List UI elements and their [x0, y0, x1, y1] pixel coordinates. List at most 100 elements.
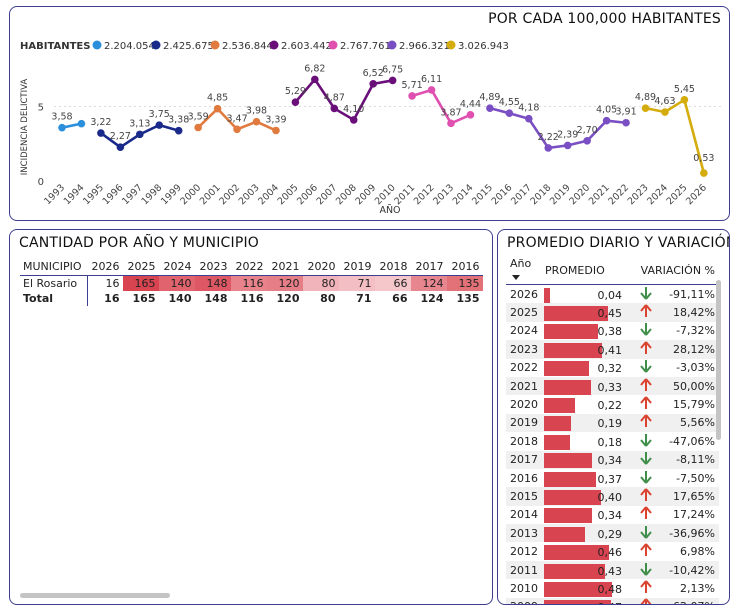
- x-tick-label: 2023: [626, 182, 651, 207]
- data-label: 2,22: [538, 132, 559, 143]
- data-label: 4,18: [518, 103, 539, 114]
- year-column-header[interactable]: 2016: [451, 259, 480, 273]
- year-cell: 2025: [506, 303, 544, 322]
- legend-title: HABITANTES: [20, 41, 90, 52]
- table-row: 2018 0,18 -47,06%: [506, 432, 719, 450]
- average-cell: 0,34: [544, 506, 633, 524]
- variation-value: -7,32%: [676, 324, 715, 338]
- year-column-header[interactable]: 2022: [235, 259, 264, 273]
- year-column-header[interactable]: 2023: [199, 259, 228, 273]
- data-point: [544, 144, 553, 152]
- line-chart: HABITANTES 2.204.054 2.425.675 2.536.844 2.6…: [20, 40, 722, 216]
- arrow-down-icon: [633, 285, 659, 304]
- average-bar: [544, 545, 610, 561]
- data-label: 3,59: [188, 112, 209, 123]
- series-line-6: [645, 98, 706, 174]
- x-axis-label: AÑO: [379, 205, 400, 216]
- data-label: 0,53: [693, 153, 714, 164]
- x-tick-label: 2025: [665, 182, 690, 207]
- table-cell: 135: [447, 275, 484, 291]
- data-point: [97, 129, 105, 137]
- legend-marker-2: [210, 40, 220, 50]
- y-tick-label: 0: [38, 177, 44, 188]
- line-chart-panel: POR CADA 100,000 HABITANTES HABITANTES 2.…: [9, 6, 730, 221]
- average-cell: 0,33: [544, 376, 634, 396]
- variation-column-header[interactable]: VARIACIÓN %: [640, 263, 715, 277]
- year-column-header[interactable]: 2026: [91, 259, 120, 273]
- year-column-header[interactable]: 2019: [343, 259, 372, 273]
- x-tick-label: 2014: [451, 182, 476, 207]
- average-cell: 0,43: [544, 560, 634, 580]
- x-tick-label: 2017: [509, 182, 534, 207]
- table-cell: 71: [356, 292, 372, 305]
- legend-label-5: 2.966.321: [399, 41, 450, 52]
- arrow-down-icon: [633, 432, 659, 450]
- data-point: [505, 109, 514, 118]
- x-tick-label: 2019: [548, 182, 573, 207]
- average-value: 0,04: [597, 288, 623, 302]
- arrow-up-icon: [633, 376, 660, 396]
- vertical-scrollbar[interactable]: [716, 280, 721, 440]
- municipio-table-panel: CANTIDAD POR AÑO Y MUNICIPIO MUNICIPIO 20…: [9, 229, 493, 605]
- arrow-down-icon: [633, 560, 660, 580]
- variation-value: 50,00%: [659, 376, 719, 396]
- sort-descending-icon[interactable]: [512, 274, 520, 280]
- data-label: 3,87: [440, 107, 461, 118]
- average-bar: [544, 563, 605, 579]
- table-cell: 120: [276, 292, 300, 305]
- arrow-up-icon: [633, 579, 659, 597]
- year-column-header[interactable]: 2017: [415, 259, 444, 273]
- table-cell: 124: [411, 275, 448, 291]
- table-row: 2017 0,34 -8,11%: [506, 450, 719, 469]
- year-column-header[interactable]: 2021: [271, 259, 300, 273]
- legend-label-0: 2.204.054: [104, 41, 155, 52]
- data-label: 6,75: [382, 64, 403, 75]
- table-cell: 80: [303, 275, 340, 291]
- year-column-header[interactable]: 2025: [127, 259, 156, 273]
- year-column-header[interactable]: 2024: [163, 259, 192, 273]
- year-column-header[interactable]: 2020: [307, 259, 336, 273]
- year-cell: 2015: [506, 487, 544, 506]
- arrow-up-icon: [633, 413, 660, 433]
- variation-value: 15,79%: [673, 398, 715, 412]
- average-bar: [544, 324, 598, 340]
- average-bar: [544, 306, 608, 322]
- horizontal-scrollbar[interactable]: [20, 593, 170, 598]
- table-cell: 140: [159, 275, 196, 291]
- municipio-column-header[interactable]: MUNICIPIO: [23, 259, 82, 273]
- year-cell: 2026: [510, 287, 538, 301]
- table-row: 2022 0,32 -3,03%: [506, 359, 719, 377]
- series-line-4: [411, 88, 471, 125]
- average-cell: 0,32: [544, 359, 633, 377]
- average-bar: [544, 434, 570, 450]
- average-value: 0,45: [597, 307, 623, 321]
- year-cell: 2021: [506, 376, 544, 396]
- data-point: [58, 123, 66, 132]
- average-value: 0,48: [597, 582, 623, 596]
- variation-value: 17,65%: [659, 487, 719, 506]
- year-column-header[interactable]: Año: [506, 256, 544, 285]
- table-row: 2024 0,38 -7,32%: [506, 322, 719, 340]
- average-value: 0,41: [597, 343, 623, 357]
- table-row: 2012 0,46 6,98%: [506, 542, 719, 561]
- legend-label-2: 2.536.844: [222, 41, 273, 52]
- average-column-header[interactable]: PROMEDIO: [545, 263, 605, 277]
- table-row: 2009 0,47 62,07%: [506, 597, 719, 604]
- data-point: [408, 92, 416, 100]
- variation-value: -47,06%: [669, 434, 715, 448]
- average-value: 0,18: [597, 435, 623, 449]
- arrow-up-icon: [633, 597, 660, 604]
- table-row: 2019 0,19 5,56%: [506, 413, 719, 433]
- year-column-header[interactable]: 2018: [379, 259, 408, 273]
- x-tick-label: 2016: [490, 182, 515, 207]
- table-row: 2010 0,48 2,13%: [506, 579, 719, 597]
- table-row: 2020 0,22 15,79%: [506, 395, 719, 414]
- variation-value: 18,42%: [659, 303, 719, 322]
- chart-title: POR CADA 100,000 HABITANTES: [488, 11, 721, 27]
- data-label: 3,47: [226, 113, 247, 124]
- x-tick-label: 2012: [412, 182, 437, 207]
- data-point: [700, 169, 708, 177]
- data-label: 4,05: [596, 105, 617, 116]
- year-cell: 2018: [510, 434, 538, 448]
- table-row: 2023 0,41 28,12%: [506, 340, 719, 359]
